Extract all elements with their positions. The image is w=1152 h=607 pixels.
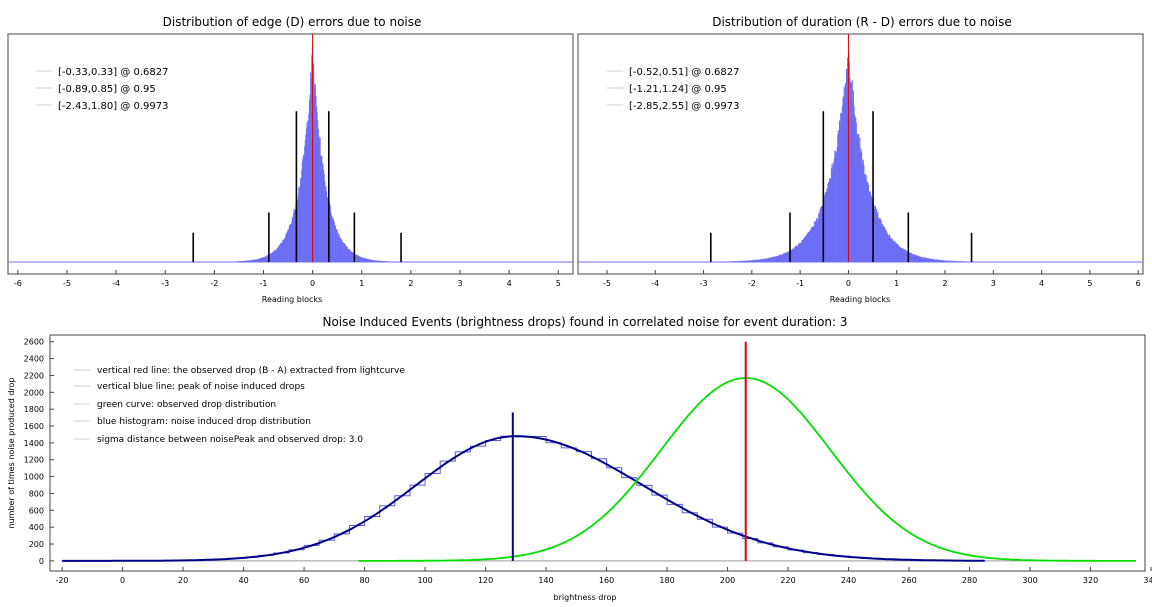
x-tick-label: 40 (238, 576, 248, 585)
y-tick-label: 1200 (24, 456, 44, 465)
confidence-lines (192, 111, 402, 262)
y-tick-label: 1400 (24, 439, 44, 448)
legend-entry: [-0.89,0.85] @ 0.95 (58, 84, 156, 95)
y-tick-label: 0 (39, 557, 44, 566)
y-axis-label: number of times noise produced drop (7, 378, 16, 529)
x-tick-label: 120 (478, 576, 493, 585)
y-axis-ticks: 0 200 400 600 800 1000 1200 1400 1600 1800 2000 220… (24, 338, 54, 566)
plot-frame (49, 334, 1146, 572)
x-tick-label: 180 (659, 576, 674, 585)
histogram-bars (578, 51, 1143, 263)
confidence-lines (709, 111, 973, 262)
x-tick-label: -4 (112, 279, 120, 288)
x-axis-label: brightness drop (554, 593, 617, 602)
plot-frame (577, 33, 1144, 275)
x-tick-label: -5 (63, 279, 71, 288)
x-tick-label: -2 (210, 279, 218, 288)
x-tick-label: -2 (748, 279, 756, 288)
x-tick-label: -4 (651, 279, 659, 288)
legend-entry: green curve: observed drop distribution (97, 400, 276, 410)
x-tick-label: 4 (1039, 279, 1044, 288)
chart-title: Distribution of edge (D) errors due to n… (163, 15, 422, 29)
x-tick-label: 5 (556, 279, 561, 288)
x-tick-label: 4 (507, 279, 512, 288)
x-tick-label: 5 (1087, 279, 1092, 288)
plot-frame (7, 33, 574, 275)
y-tick-label: 1000 (24, 473, 44, 482)
x-tick-label: 20 (178, 576, 188, 585)
x-tick-label: 3 (991, 279, 996, 288)
green-observed-curve (358, 377, 1136, 562)
vertical-lines (511, 341, 747, 561)
x-tick-label: 6 (1136, 279, 1141, 288)
legend-entry: blue histogram: noise induced drop distr… (97, 417, 311, 427)
x-tick-label: 220 (780, 576, 795, 585)
x-tick-label: -3 (161, 279, 169, 288)
legend: vertical red line: the observed drop (B … (74, 366, 405, 445)
x-tick-label: 140 (538, 576, 553, 585)
y-tick-label: 1600 (24, 422, 44, 431)
x-axis-label: Reading blocks (262, 295, 322, 304)
legend-entry: sigma distance between noisePeak and obs… (97, 435, 363, 445)
histogram-bars (8, 46, 573, 263)
x-tick-label: 340 (1143, 576, 1152, 585)
noise-induced-events-chart: Noise Induced Events (brightness drops) … (7, 315, 1152, 602)
x-tick-label: 60 (299, 576, 309, 585)
x-axis-label: Reading blocks (830, 295, 890, 304)
x-tick-label: 320 (1083, 576, 1098, 585)
edge-error-chart: Distribution of edge (D) errors due to n… (7, 15, 574, 304)
legend-entry: vertical red line: the observed drop (B … (97, 366, 405, 376)
y-tick-label: 2200 (24, 371, 44, 380)
duration-error-chart: Distribution of duration (R - D) errors … (577, 15, 1144, 304)
x-tick-label: 160 (599, 576, 614, 585)
legend-entry: [-2.43,1.80] @ 0.9973 (58, 101, 168, 112)
x-tick-label: 2 (942, 279, 947, 288)
y-tick-label: 400 (29, 523, 44, 532)
x-tick-label: 240 (841, 576, 856, 585)
x-tick-label: -20 (56, 576, 69, 585)
x-tick-label: -5 (603, 279, 611, 288)
x-tick-label: 280 (962, 576, 977, 585)
x-tick-label: 1 (359, 279, 364, 288)
data-series (62, 377, 1136, 562)
blue-histogram-steps (62, 435, 985, 562)
y-tick-label: 2000 (24, 388, 44, 397)
x-tick-label: 300 (1022, 576, 1037, 585)
x-tick-label: 1 (894, 279, 899, 288)
x-tick-label: -6 (14, 279, 22, 288)
legend-entry: vertical blue line: peak of noise induce… (97, 382, 305, 392)
x-tick-label: 3 (457, 279, 462, 288)
x-tick-label: 260 (901, 576, 916, 585)
x-axis-ticks: -5 -4 -3 -2 -1 0 1 2 3 4 5 6 (603, 270, 1141, 288)
legend: [-0.33,0.33] @ 0.6827 [-0.89,0.85] @ 0.9… (36, 67, 168, 112)
x-tick-label: -1 (259, 279, 267, 288)
x-tick-label: 80 (359, 576, 369, 585)
chart-title: Distribution of duration (R - D) errors … (712, 15, 1012, 29)
x-tick-label: 2 (408, 279, 413, 288)
legend-entry: [-0.33,0.33] @ 0.6827 (58, 67, 168, 78)
legend: [-0.52,0.51] @ 0.6827 [-1.21,1.24] @ 0.9… (607, 67, 739, 112)
x-axis-ticks: -20 0 20 40 60 80 100 120 140 160 180 200 220 240 260 2… (56, 567, 1152, 585)
y-tick-label: 1800 (24, 405, 44, 414)
y-tick-label: 2400 (24, 355, 44, 364)
x-tick-label: 0 (310, 279, 315, 288)
legend-entry: [-1.21,1.24] @ 0.95 (629, 84, 727, 95)
x-tick-label: 0 (120, 576, 125, 585)
x-tick-label: 100 (417, 576, 432, 585)
blue-histogram-curve (62, 435, 985, 562)
y-tick-label: 200 (29, 540, 44, 549)
y-tick-label: 800 (29, 489, 44, 498)
x-axis-ticks: -6 -5 -4 -3 -2 -1 0 1 2 3 4 5 (14, 270, 561, 288)
legend-entry: [-0.52,0.51] @ 0.6827 (629, 67, 739, 78)
legend-entry: [-2.85,2.55] @ 0.9973 (629, 101, 739, 112)
x-tick-label: 0 (846, 279, 851, 288)
x-tick-label: 200 (720, 576, 735, 585)
y-tick-label: 2600 (24, 338, 44, 347)
x-tick-label: -3 (700, 279, 708, 288)
chart-title: Noise Induced Events (brightness drops) … (322, 315, 847, 329)
y-tick-label: 600 (29, 506, 44, 515)
x-tick-label: -1 (796, 279, 804, 288)
